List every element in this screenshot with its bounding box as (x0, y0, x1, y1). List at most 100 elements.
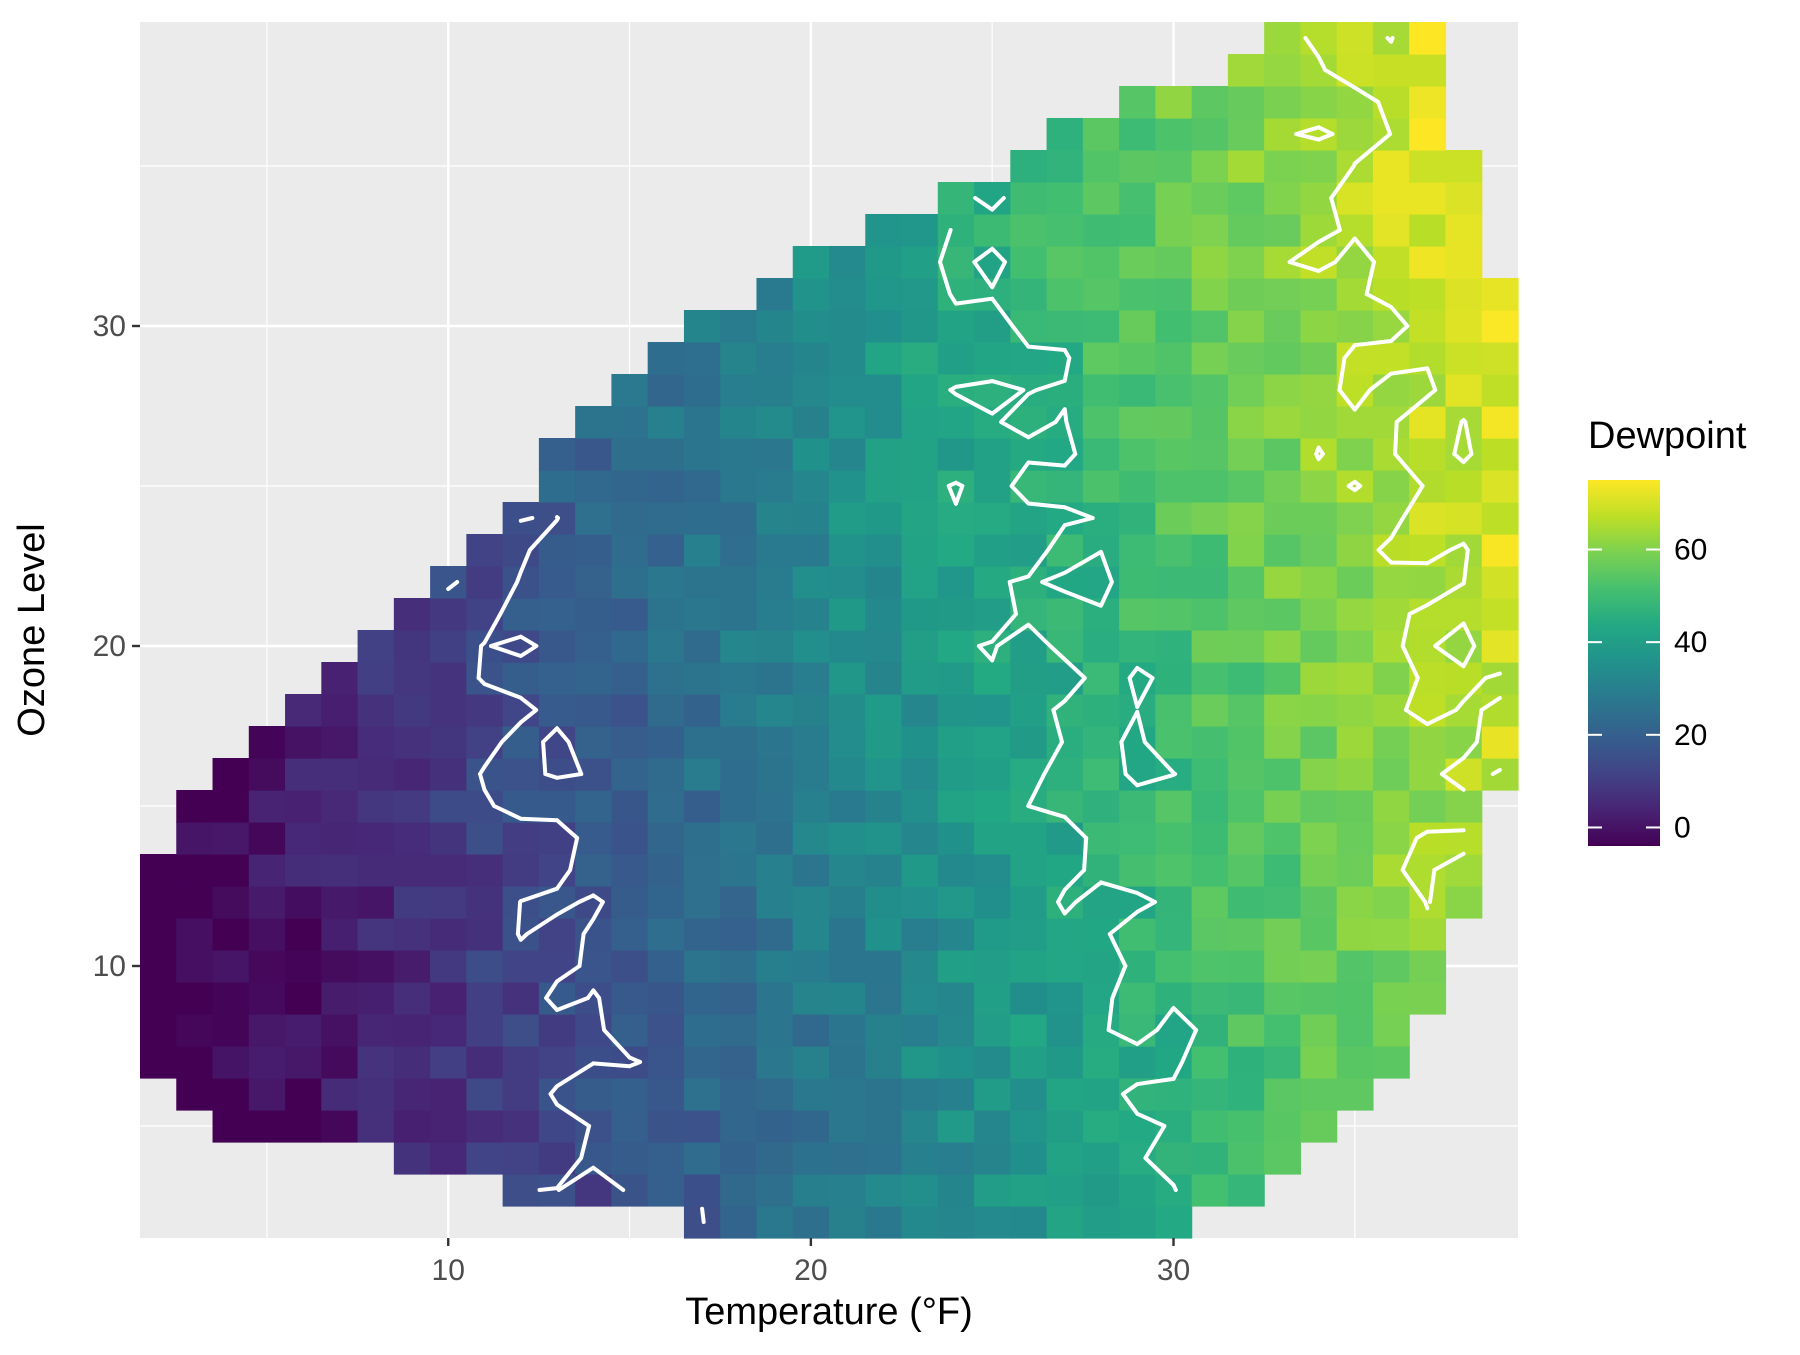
heatmap-cell (466, 1110, 504, 1143)
heatmap-cell (1119, 630, 1156, 663)
heatmap-cell (720, 1046, 758, 1079)
heatmap-cell (1119, 182, 1156, 215)
heatmap-cell (1481, 566, 1519, 599)
heatmap-cell (937, 1206, 975, 1239)
heatmap-cell (974, 214, 1011, 247)
heatmap-cell (720, 1110, 758, 1143)
heatmap-cell (756, 630, 794, 663)
heatmap-cell (611, 726, 649, 759)
legend-colorbar (1588, 480, 1660, 846)
heatmap-cell (321, 982, 359, 1015)
heatmap-cell (575, 1110, 613, 1143)
heatmap-cell (792, 310, 830, 343)
heatmap-cell (829, 1078, 866, 1111)
heatmap-cell (1155, 918, 1193, 951)
heatmap-cell (683, 1142, 721, 1175)
heatmap-cell (1155, 470, 1193, 503)
heatmap-cell (937, 1046, 975, 1079)
heatmap-cell (1372, 694, 1410, 727)
heatmap-cell (1445, 278, 1483, 311)
heatmap-cell (901, 982, 939, 1015)
heatmap-cell (1264, 694, 1302, 727)
heatmap-cell (1372, 150, 1410, 183)
heatmap-cell (430, 598, 467, 631)
heatmap-cell (974, 982, 1011, 1015)
heatmap-cell (865, 1206, 903, 1239)
heatmap-cell (1227, 694, 1265, 727)
heatmap-cell (901, 630, 939, 663)
heatmap-cell (1336, 22, 1374, 55)
heatmap-cell (1409, 790, 1447, 823)
heatmap-cell (901, 726, 939, 759)
y-axis-title: Ozone Level (11, 523, 53, 736)
heatmap-cell (1119, 1046, 1156, 1079)
heatmap-cell (538, 1014, 576, 1047)
heatmap-cell (1372, 598, 1410, 631)
heatmap-cell (1046, 534, 1084, 567)
heatmap-cell (1119, 150, 1156, 183)
heatmap-cell (901, 854, 939, 887)
heatmap-cell (1010, 886, 1048, 919)
heatmap-cell (1155, 310, 1193, 343)
heatmap-cell (1010, 662, 1048, 695)
heatmap-cell (430, 630, 467, 663)
heatmap-cell (1155, 534, 1193, 567)
heatmap-cell (901, 1078, 939, 1111)
heatmap-cell (683, 950, 721, 983)
heatmap-cell (1155, 630, 1193, 663)
heatmap-cell (1445, 470, 1483, 503)
heatmap-cell (1082, 406, 1120, 439)
heatmap-cell (683, 566, 721, 599)
heatmap-cell (176, 1014, 214, 1047)
heatmap-cell (538, 630, 576, 663)
heatmap-cell (756, 886, 794, 919)
heatmap-cell (611, 502, 649, 535)
heatmap-cell (321, 950, 359, 983)
heatmap-cell (430, 790, 467, 823)
heatmap-cell (1445, 374, 1483, 407)
heatmap-cell (647, 758, 685, 791)
heatmap-cell (901, 598, 939, 631)
heatmap-cell (285, 1078, 322, 1111)
heatmap-cell (1336, 886, 1374, 919)
heatmap-cell (1155, 118, 1193, 151)
heatmap-cell (1227, 822, 1265, 855)
heatmap-cell (1155, 342, 1193, 375)
heatmap-cell (538, 1110, 576, 1143)
heatmap-cell (1046, 1014, 1084, 1047)
heatmap-cell (829, 246, 866, 279)
heatmap-cell (611, 406, 649, 439)
heatmap-cell (1336, 854, 1374, 887)
heatmap-cell (1481, 374, 1519, 407)
heatmap-cell (1191, 214, 1229, 247)
heatmap-cell (756, 406, 794, 439)
heatmap-cell (1336, 310, 1374, 343)
heatmap-cell (1300, 278, 1338, 311)
heatmap-cell (1046, 1206, 1084, 1239)
heatmap-cell (865, 438, 903, 471)
heatmap-cell (1046, 1174, 1084, 1207)
heatmap-cell (829, 438, 866, 471)
heatmap-cell (357, 982, 395, 1015)
heatmap-cell (321, 1110, 359, 1143)
heatmap-cell (865, 566, 903, 599)
heatmap-cell (683, 1014, 721, 1047)
heatmap-cell (430, 1046, 467, 1079)
heatmap-cell (321, 1014, 359, 1047)
legend-title: Dewpoint (1588, 415, 1747, 457)
heatmap-cell (683, 534, 721, 567)
heatmap-cell (901, 1110, 939, 1143)
heatmap-cell (1409, 22, 1447, 55)
heatmap-cell (357, 918, 395, 951)
heatmap-cell (285, 822, 322, 855)
heatmap-cell (430, 758, 467, 791)
heatmap-cell (1336, 598, 1374, 631)
heatmap-cell (212, 886, 250, 919)
heatmap-cell (1264, 982, 1302, 1015)
heatmap-cell (1082, 118, 1120, 151)
heatmap-cell (792, 1014, 830, 1047)
heatmap-cell (1445, 182, 1483, 215)
heatmap-cell (1155, 502, 1193, 535)
heatmap-cell (865, 214, 903, 247)
heatmap-cell (321, 822, 359, 855)
